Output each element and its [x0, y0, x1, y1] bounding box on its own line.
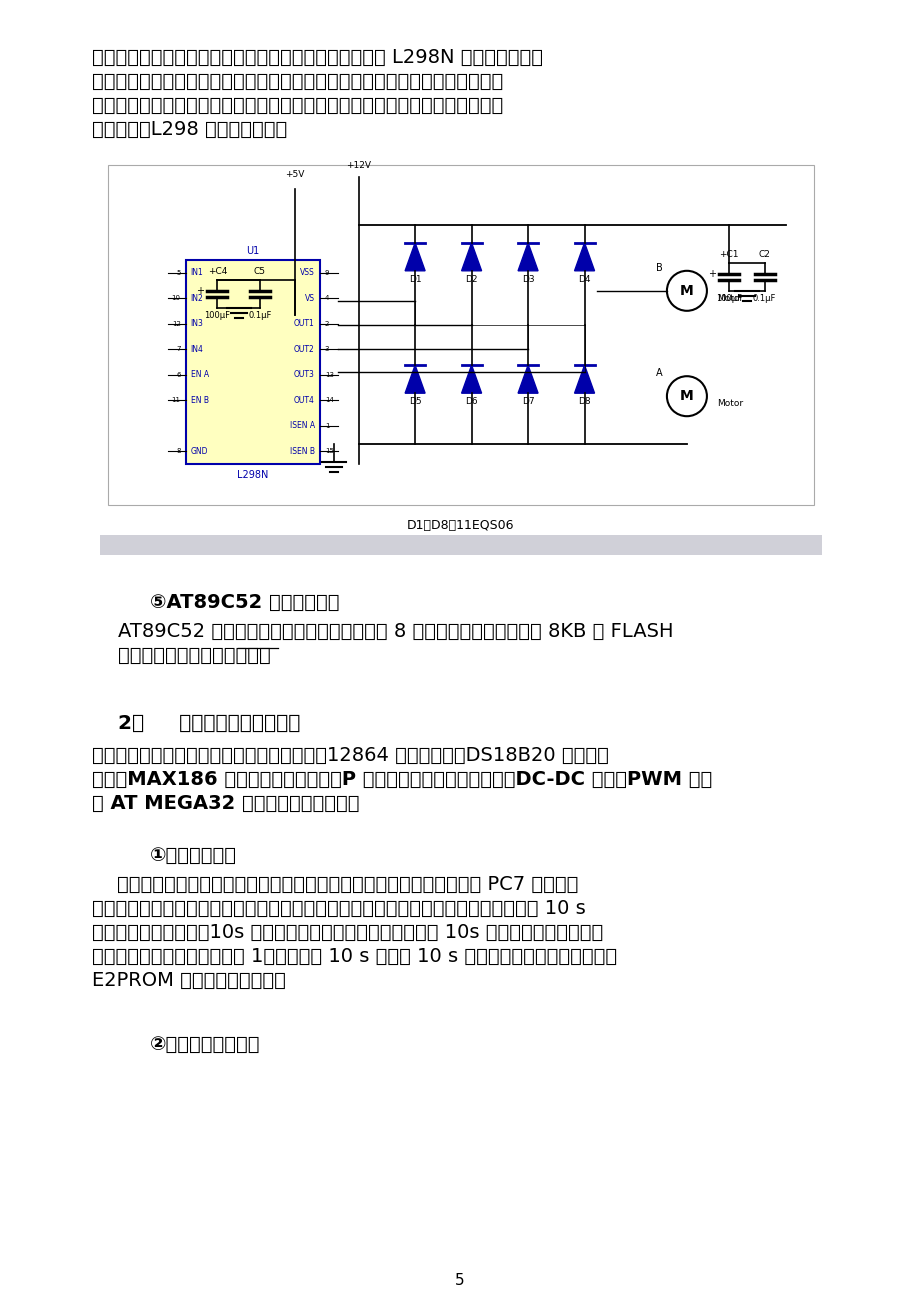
Text: C2: C2 [758, 250, 770, 259]
Text: 11: 11 [172, 397, 180, 404]
Text: D2: D2 [465, 275, 477, 284]
Text: Motor: Motor [716, 294, 743, 303]
Polygon shape [404, 365, 425, 393]
Text: B: B [655, 263, 662, 273]
Text: 14: 14 [324, 397, 334, 404]
Text: 机运转，所以必须经过驱动器进行脉冲放大，本设计采用 L298N 芯片能解决这个: 机运转，所以必须经过驱动器进行脉冲放大，本设计采用 L298N 芯片能解决这个 [92, 48, 542, 66]
Text: EN B: EN B [190, 396, 209, 405]
Polygon shape [574, 242, 594, 271]
Text: U1: U1 [246, 246, 259, 256]
Text: ②告警电路语音模块: ②告警电路语音模块 [150, 1035, 260, 1055]
Text: 5: 5 [176, 270, 180, 276]
Text: C5: C5 [254, 267, 266, 276]
Text: IN2: IN2 [190, 294, 203, 303]
Text: D5: D5 [408, 397, 421, 406]
Text: 5: 5 [455, 1273, 464, 1288]
Text: OUT4: OUT4 [293, 396, 314, 405]
Text: 4: 4 [324, 296, 329, 302]
Text: 模块、MAX186 蓄电池电压采集模块、P 沟道场效应管电子开关模块、DC-DC 变换、PWM 驱动: 模块、MAX186 蓄电池电压采集模块、P 沟道场效应管电子开关模块、DC-DC… [92, 769, 711, 789]
Text: 时，则打开液晶背光，10s 后背光关闭。当有按键按下时间超过 10s 时，进入模式设定。在: 时，则打开液晶背光，10s 后背光关闭。当有按键按下时间超过 10s 时，进入模… [92, 923, 603, 943]
Text: ISEN A: ISEN A [289, 422, 314, 431]
Text: A: A [655, 368, 662, 378]
Text: D6: D6 [465, 397, 477, 406]
Text: +5V: +5V [285, 169, 304, 178]
Text: 9: 9 [324, 270, 329, 276]
Text: +C1: +C1 [719, 250, 738, 259]
Text: 采用单按键的输入方式，用于开液晶背光和设定充电模式。初始化时将 PC7 输出高电: 采用单按键的输入方式，用于开液晶背光和设定充电模式。初始化时将 PC7 输出高电 [92, 875, 578, 894]
Text: D3: D3 [521, 275, 534, 284]
Text: IN4: IN4 [190, 345, 203, 354]
Text: +: + [197, 286, 204, 296]
Text: 100μF: 100μF [716, 294, 742, 303]
Polygon shape [461, 365, 481, 393]
Polygon shape [517, 242, 538, 271]
Text: 15: 15 [324, 448, 334, 454]
Text: 0.1μF: 0.1μF [752, 294, 776, 303]
Text: 1: 1 [324, 423, 329, 428]
Text: OUT2: OUT2 [294, 345, 314, 354]
Text: +: + [708, 270, 716, 279]
Text: M: M [679, 284, 693, 298]
Bar [100, 535, 821, 555]
Text: EN A: EN A [190, 371, 209, 379]
Text: D1－D8＝11EQS06: D1－D8＝11EQS06 [407, 519, 515, 533]
Text: +C4: +C4 [208, 267, 227, 276]
Text: 平，在程序运行过程中，通过定时中断检测是否有按键按下。当有按键按下时间不超过 10 s: 平，在程序运行过程中，通过定时中断检测是否有按键按下。当有按键按下时间不超过 1… [92, 898, 585, 918]
Polygon shape [517, 365, 538, 393]
Text: ISEN B: ISEN B [289, 447, 314, 456]
Text: ⑤AT89C52 最小系统模块: ⑤AT89C52 最小系统模块 [150, 592, 339, 612]
Text: L298N: L298N [237, 470, 268, 480]
Text: 2: 2 [324, 322, 329, 327]
Text: GND: GND [190, 447, 208, 456]
Text: 6: 6 [176, 372, 180, 378]
Text: M: M [679, 389, 693, 404]
Text: D7: D7 [521, 397, 534, 406]
Text: OUT1: OUT1 [294, 319, 314, 328]
Bar [186, 260, 320, 465]
Polygon shape [461, 242, 481, 271]
Text: 问题，它可以驱动两个二相电机。再利用单片机程序分配好控制字的存储单元，: 问题，它可以驱动两个二相电机。再利用单片机程序分配好控制字的存储单元， [92, 72, 503, 91]
Text: 10: 10 [172, 296, 180, 302]
Text: D1: D1 [408, 275, 421, 284]
Polygon shape [404, 242, 425, 271]
Text: D8: D8 [578, 397, 590, 406]
Text: OUT3: OUT3 [293, 371, 314, 379]
Text: VS: VS [304, 294, 314, 303]
Text: IN3: IN3 [190, 319, 203, 328]
Text: 12: 12 [172, 322, 180, 327]
Text: D4: D4 [578, 275, 590, 284]
Text: ①键盘输入模块: ①键盘输入模块 [150, 846, 237, 865]
Polygon shape [574, 365, 594, 393]
Text: 100μF: 100μF [204, 311, 230, 320]
Text: 位置变化。L298 应用电路如下：: 位置变化。L298 应用电路如下： [92, 120, 287, 139]
Text: E2PROM 中，退出设定模式。: E2PROM 中，退出设定模式。 [92, 971, 286, 990]
Text: 3: 3 [324, 346, 329, 353]
Text: Motor: Motor [716, 400, 743, 409]
Text: IN1: IN1 [190, 268, 203, 277]
Text: 设定模式下，每按一次模式加 1，按下按键 10 s 后或者 10 s 按键无任何动作，模式保存到: 设定模式下，每按一次模式加 1，按下按键 10 s 后或者 10 s 按键无任何… [92, 947, 617, 966]
Text: VSS: VSS [300, 268, 314, 277]
Text: 以及相应的内存地址赋值，使单片机能控制步进电机的起停、换向顺序、速度和: 以及相应的内存地址赋值，使单片机能控制步进电机的起停、换向顺序、速度和 [92, 96, 503, 115]
Text: 8: 8 [176, 448, 180, 454]
Text: 可编程、可擦除只读存储器。: 可编程、可擦除只读存储器。 [118, 646, 270, 665]
Bar [108, 165, 813, 505]
Text: 7: 7 [176, 346, 180, 353]
Text: 13: 13 [324, 372, 334, 378]
Text: AT89C52 是一种低功耗、低电压、高性能的 8 位单片机。片内带有一个 8KB 的 FLASH: AT89C52 是一种低功耗、低电压、高性能的 8 位单片机。片内带有一个 8K… [118, 622, 673, 641]
Text: 该部分由键盘输入模块、告警电路语音模块、12864 显示屏模块、DS18B20 温度检测: 该部分由键盘输入模块、告警电路语音模块、12864 显示屏模块、DS18B20 … [92, 746, 608, 766]
Text: 2、     蓄电池充放电管理部分: 2、 蓄电池充放电管理部分 [118, 713, 300, 733]
Text: 0.1μF: 0.1μF [248, 311, 271, 320]
Text: 及 AT MEGA32 单片机最小系统模块。: 及 AT MEGA32 单片机最小系统模块。 [92, 794, 359, 812]
Text: +12V: +12V [346, 161, 370, 171]
